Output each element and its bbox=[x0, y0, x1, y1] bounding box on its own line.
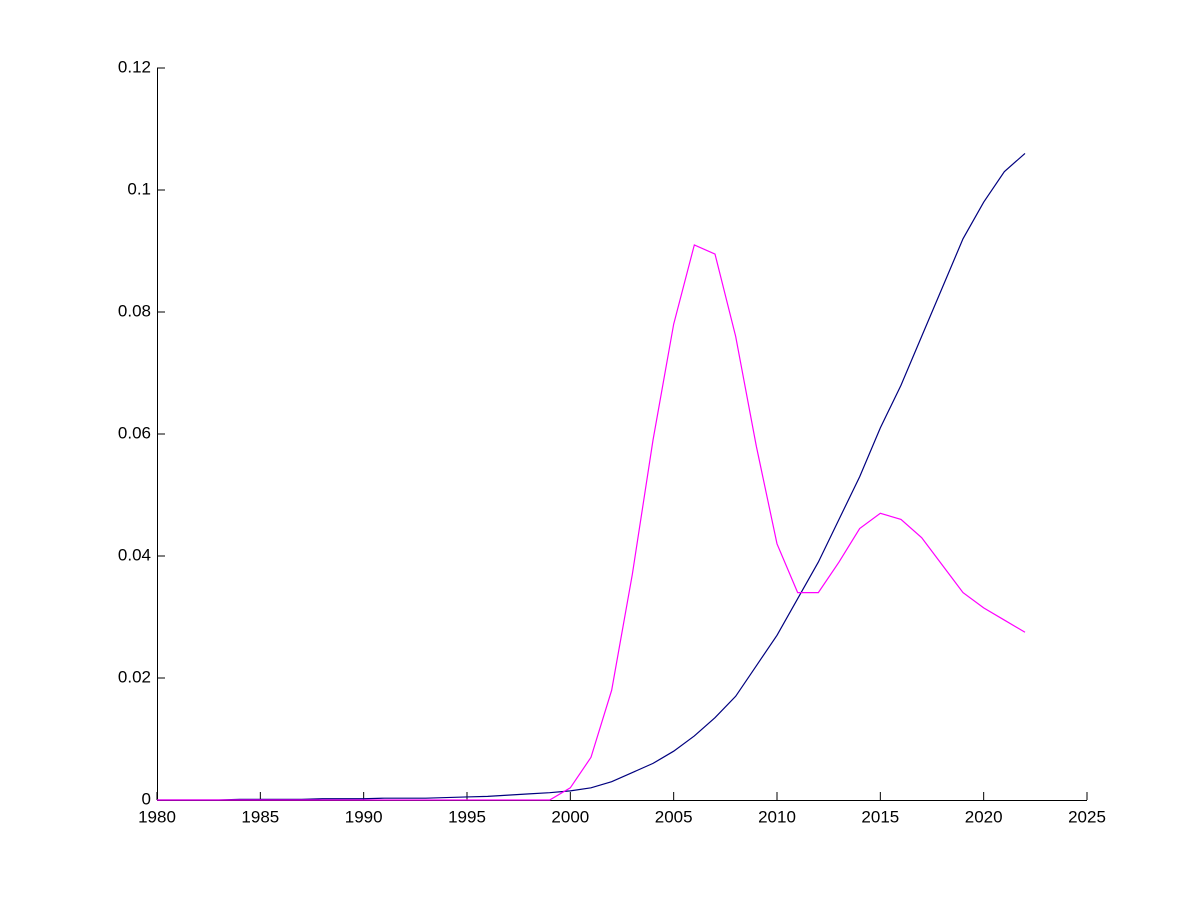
y-tick-label: 0 bbox=[142, 789, 151, 808]
x-tick-label: 2010 bbox=[758, 807, 796, 826]
x-tick-label: 2000 bbox=[551, 807, 589, 826]
y-tick-label: 0.02 bbox=[118, 667, 151, 686]
x-tick-label: 2015 bbox=[861, 807, 899, 826]
x-tick-label: 2020 bbox=[965, 807, 1003, 826]
y-tick-label: 0.08 bbox=[118, 301, 151, 320]
y-tick-label: 0.1 bbox=[127, 179, 151, 198]
x-tick-label: 2005 bbox=[655, 807, 693, 826]
x-tick-label: 1990 bbox=[345, 807, 383, 826]
y-tick-label: 0.04 bbox=[118, 545, 151, 564]
x-tick-label: 2025 bbox=[1068, 807, 1106, 826]
line-series bbox=[157, 244, 1026, 801]
x-tick-label: 1980 bbox=[138, 807, 176, 826]
y-tick-label: 0.12 bbox=[118, 57, 151, 76]
x-tick-label: 1995 bbox=[448, 807, 486, 826]
line-series bbox=[157, 152, 1026, 801]
y-tick-label: 0.06 bbox=[118, 423, 151, 442]
x-tick-label: 1985 bbox=[241, 807, 279, 826]
